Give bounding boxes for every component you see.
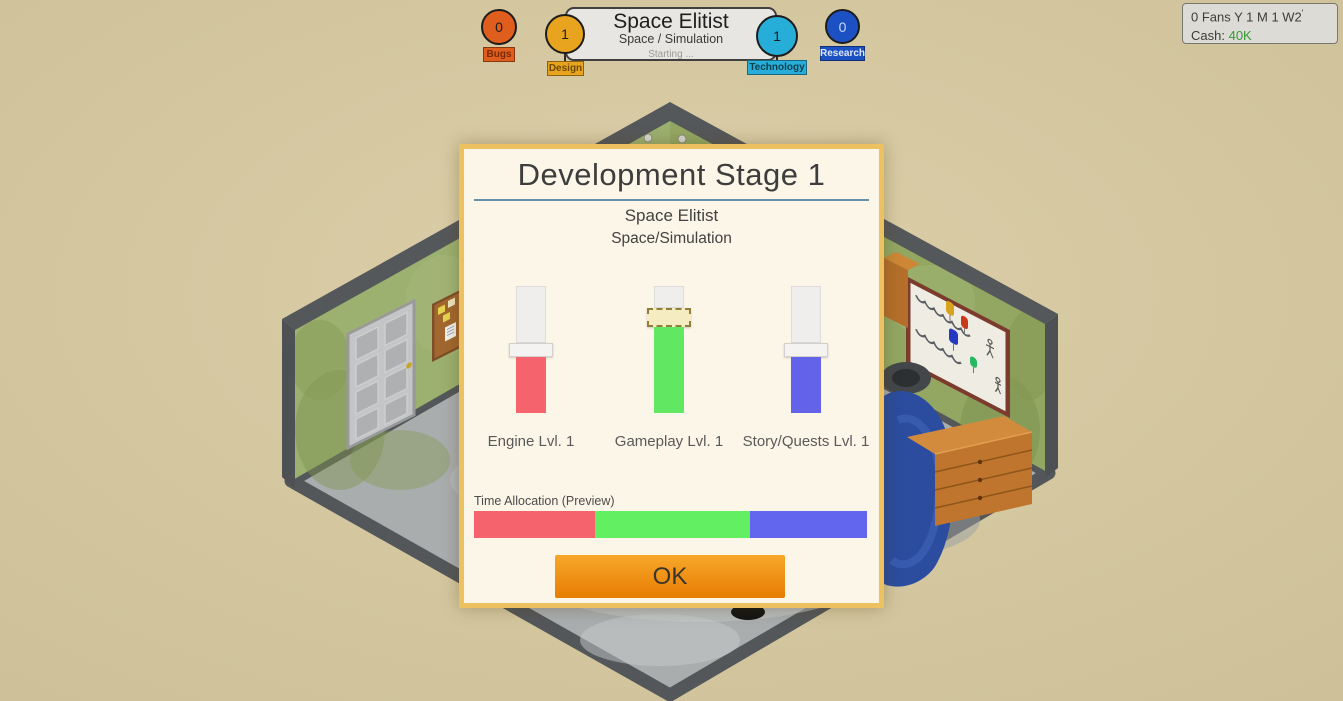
slider-engine: Engine Lvl. 1 bbox=[464, 286, 598, 450]
slider-engine-handle[interactable] bbox=[509, 343, 553, 357]
technology-stem bbox=[776, 55, 778, 61]
research-label: Research bbox=[819, 46, 866, 61]
cash-label: Cash: bbox=[1191, 27, 1225, 43]
slider-engine-track[interactable] bbox=[509, 286, 553, 413]
slider-story-quests: Story/Quests Lvl. 1 bbox=[739, 286, 873, 450]
hud-game-title: Space Elitist bbox=[613, 10, 729, 33]
slider-gameplay-handle[interactable] bbox=[647, 308, 691, 327]
slider-gameplay-label: Gameplay Lvl. 1 bbox=[614, 433, 724, 450]
hud-game-panel: Space Elitist Space / Simulation Startin… bbox=[565, 7, 777, 61]
slider-gameplay-rail bbox=[654, 286, 684, 308]
slider-gameplay: Gameplay Lvl. 1 bbox=[602, 286, 736, 450]
design-counter: 1 bbox=[545, 14, 585, 54]
slider-engine-fill bbox=[516, 357, 546, 413]
time-allocation-gameplay-segment bbox=[595, 511, 750, 538]
technology-counter: 1 bbox=[756, 15, 798, 57]
ok-button[interactable]: OK bbox=[555, 555, 785, 598]
slider-story-quests-track[interactable] bbox=[784, 286, 828, 413]
week-tick: ' bbox=[1301, 8, 1304, 18]
time-allocation-bar bbox=[474, 511, 867, 538]
slider-gameplay-fill bbox=[654, 327, 684, 413]
development-dialog: Development Stage 1 Space Elitist Space/… bbox=[459, 144, 884, 608]
drawers bbox=[907, 416, 1033, 526]
research-counter: 0 bbox=[825, 9, 860, 44]
door-knob bbox=[406, 362, 412, 369]
bugs-counter: 0 bbox=[481, 9, 517, 45]
door bbox=[346, 298, 416, 451]
cash-row: Cash: 40K bbox=[1191, 27, 1329, 45]
slider-story-quests-handle[interactable] bbox=[784, 343, 828, 357]
time-allocation-story-segment bbox=[749, 511, 867, 538]
corkboard bbox=[432, 289, 462, 362]
title-divider bbox=[474, 199, 869, 201]
design-stem bbox=[564, 52, 566, 62]
dialog-game-genre: Space/Simulation bbox=[611, 230, 732, 247]
slider-engine-rail bbox=[516, 286, 546, 343]
cash-value: 40K bbox=[1228, 27, 1252, 43]
dialog-game-name: Space Elitist bbox=[624, 206, 719, 225]
time-allocation-label: Time Allocation (Preview) bbox=[474, 494, 615, 508]
technology-label: Technology bbox=[747, 60, 807, 75]
time-allocation-engine-segment bbox=[474, 511, 596, 538]
dialog-title: Development Stage 1 bbox=[517, 157, 826, 192]
slider-story-quests-rail bbox=[791, 286, 821, 343]
floor-object bbox=[731, 604, 765, 620]
slider-engine-label: Engine Lvl. 1 bbox=[487, 433, 575, 450]
bugs-label: Bugs bbox=[483, 47, 515, 62]
slider-gameplay-track[interactable] bbox=[647, 286, 691, 413]
allocation-sliders: Engine Lvl. 1 Gameplay Lvl. 1 Story/Ques… bbox=[464, 286, 879, 456]
stats-panel: 0 Fans Y 1 M 1 W2' Cash: 40K bbox=[1182, 3, 1338, 44]
hud-game-genre: Space / Simulation bbox=[618, 32, 724, 47]
whiteboard bbox=[906, 276, 1010, 419]
design-label: Design bbox=[547, 61, 584, 76]
hud-game-status: Starting ... bbox=[648, 48, 694, 60]
fans-date-text: 0 Fans Y 1 M 1 W2' bbox=[1191, 8, 1304, 25]
wall-box bbox=[884, 252, 920, 328]
slider-story-quests-fill bbox=[791, 357, 821, 413]
slider-story-quests-label: Story/Quests Lvl. 1 bbox=[742, 433, 870, 450]
